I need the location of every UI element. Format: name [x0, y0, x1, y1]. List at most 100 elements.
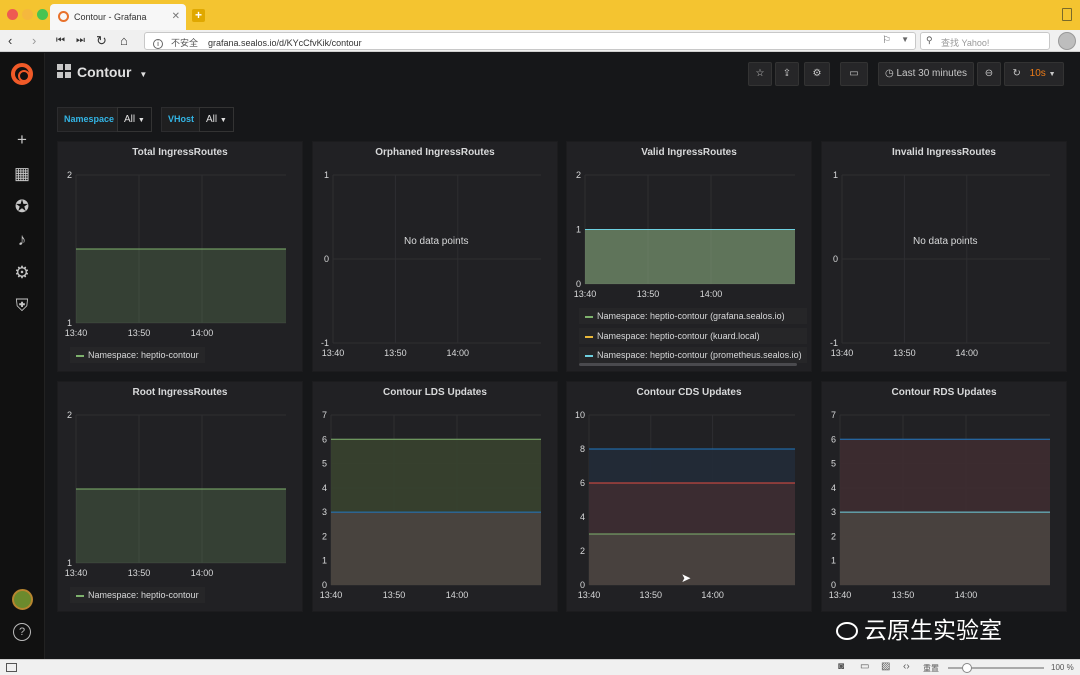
invalid-ingressroutes-chart: -1 0 1 13:40 13:50 14:00 [830, 170, 1050, 358]
image-icon[interactable]: ▨ [881, 661, 891, 672]
y-tick-label: 0 [833, 254, 838, 264]
profile-avatar[interactable] [1058, 32, 1076, 50]
legend-swatch [76, 595, 84, 597]
panel-title[interactable]: Total IngressRoutes [132, 147, 228, 158]
info-icon[interactable]: i [153, 39, 163, 49]
x-tick-label: 13:50 [383, 590, 406, 600]
dashboard-title[interactable]: Contour ▼ [57, 64, 147, 84]
forward-icon[interactable]: › [32, 33, 37, 48]
create-plus-icon[interactable]: + [17, 130, 27, 149]
x-tick-label: 13:40 [65, 568, 88, 578]
time-picker-button[interactable]: ◷ Last 30 minutes [878, 62, 974, 86]
panel-title[interactable]: Orphaned IngressRoutes [375, 147, 495, 158]
settings-button[interactable]: ⚙ [804, 62, 830, 86]
legend-item[interactable]: Namespace: heptio-contour (kuard.local) [579, 328, 807, 344]
trash-icon[interactable] [1062, 8, 1072, 21]
side-menu: + ▦ ✪ ♪ ⚙ ⛨ ? [0, 53, 45, 659]
variable-vhost-select[interactable]: All ▼ [199, 107, 234, 132]
panel-orphaned-ingressroutes[interactable]: Orphaned IngressRoutes -1 0 1 13:40 13:50 14:… [312, 141, 558, 372]
url-text: grafana.sealos.io/d/KYcCfvKik/contour [208, 38, 362, 48]
legend-item[interactable]: Namespace: heptio-contour (grafana.sealo… [579, 308, 807, 324]
dashboard-title-text: Contour [77, 64, 132, 80]
panel-title[interactable]: Invalid IngressRoutes [892, 147, 996, 158]
legend-item[interactable]: Namespace: heptio-contour [70, 347, 205, 363]
caret-down-icon: ▼ [219, 117, 227, 124]
x-tick-label: 13:40 [831, 348, 854, 358]
address-bar[interactable]: i 不安全 grafana.sealos.io/d/KYcCfvKik/contou… [144, 32, 916, 50]
zoom-reset-label[interactable]: 重置 [923, 664, 939, 673]
y-tick-label: -1 [321, 338, 329, 348]
share-button[interactable]: ⇪ [775, 62, 799, 86]
panel-invalid-ingressroutes[interactable]: Invalid IngressRoutes -1 0 1 13:40 13:50 14:0… [821, 141, 1067, 372]
alerting-bell-icon[interactable]: ♪ [17, 230, 27, 249]
watermark-text: 云原生实验室 [864, 618, 1002, 644]
dashboards-icon[interactable]: ▦ [13, 164, 31, 183]
search-input[interactable]: ⚲ 查找 Yahoo! [920, 32, 1050, 50]
panel-title[interactable]: Contour LDS Updates [383, 387, 487, 398]
x-tick-label: 13:40 [829, 590, 852, 600]
zoom-slider-handle[interactable] [962, 663, 972, 673]
panel-contour-cds-updates[interactable]: Contour CDS Updates 0 2 4 6 8 10 13:40 13:50 14:… [566, 381, 812, 612]
variable-namespace-select[interactable]: All ▼ [117, 107, 152, 132]
close-window-button[interactable] [7, 9, 18, 20]
y-tick-label: 0 [580, 580, 585, 590]
y-tick-label: 10 [575, 410, 585, 420]
panel-title[interactable]: Valid IngressRoutes [641, 147, 737, 158]
panel-total-ingressroutes[interactable]: Total IngressRoutes 1 2 13:40 13:50 14:00 Na… [57, 141, 303, 372]
explore-compass-icon[interactable]: ✪ [14, 197, 30, 216]
home-icon[interactable]: ⌂ [120, 33, 128, 48]
browser-navbar: ‹ › ⏮ ⏭ ↻ ⌂ i 不安全 grafana.sealos.io/d/KYcC… [0, 30, 1080, 52]
sidebar-toggle-icon[interactable] [6, 663, 17, 672]
window-icon[interactable]: ▭ [860, 661, 870, 672]
panel-valid-ingressroutes[interactable]: Valid IngressRoutes 0 1 2 13:40 13:50 14:00 N… [566, 141, 812, 372]
legend-label: Namespace: heptio-contour (grafana.sealo… [597, 311, 785, 321]
y-tick-label: 1 [67, 558, 72, 568]
y-tick-label: 3 [322, 507, 327, 517]
zoom-slider[interactable] [948, 663, 1044, 673]
reload-icon[interactable]: ↻ [96, 33, 107, 48]
maximize-window-button[interactable] [37, 9, 48, 20]
legend-label: Namespace: heptio-contour [88, 350, 199, 360]
search-icon: ⚲ [926, 35, 933, 45]
x-tick-label: 14:00 [701, 590, 724, 600]
skip-back-icon[interactable]: ⏮ [56, 35, 65, 46]
series-area [840, 512, 1050, 585]
panel-title[interactable]: Root IngressRoutes [132, 387, 228, 398]
skip-forward-icon[interactable]: ⏭ [76, 35, 85, 46]
refresh-button[interactable]: ↻ 10s ▼ [1004, 62, 1064, 86]
legend-item[interactable]: Namespace: heptio-contour (prometheus.se… [579, 347, 807, 363]
legend-label: Namespace: heptio-contour (kuard.local) [597, 331, 760, 341]
bookmark-icon[interactable]: ⚐ [882, 35, 891, 46]
y-tick-label: 1 [324, 170, 329, 180]
y-tick-label: 6 [580, 478, 585, 488]
panel-root-ingressroutes[interactable]: Root IngressRoutes 1 2 13:40 13:50 14:00 Nam… [57, 381, 303, 612]
y-tick-label: 1 [67, 318, 72, 328]
chevron-down-icon: ▼ [1048, 71, 1056, 78]
new-tab-button[interactable]: + [192, 9, 205, 22]
panel-contour-lds-updates[interactable]: Contour LDS Updates 0 1 2 3 4 5 6 7 13:40 13:50 14… [312, 381, 558, 612]
camera-icon[interactable]: ◙ [838, 661, 845, 672]
panel-title[interactable]: Contour CDS Updates [636, 387, 742, 398]
zoom-out-button[interactable]: ⊖ [977, 62, 1001, 86]
y-tick-label: 4 [831, 483, 836, 493]
rds-updates-chart: 0 1 2 3 4 5 6 7 13:40 13:50 14:00 [829, 410, 1050, 600]
legend-scrollbar[interactable] [579, 363, 797, 366]
back-icon[interactable]: ‹ [8, 33, 13, 48]
y-tick-label: 2 [67, 410, 72, 420]
configuration-gear-icon[interactable]: ⚙ [14, 263, 30, 282]
server-admin-shield-icon[interactable]: ⛨ [15, 296, 29, 315]
user-avatar[interactable] [12, 589, 33, 610]
panel-title[interactable]: Contour RDS Updates [891, 387, 997, 398]
series-area [585, 229, 795, 284]
panel-contour-rds-updates[interactable]: Contour RDS Updates 0 1 2 3 4 5 6 7 13:40 13:50 14… [821, 381, 1067, 612]
help-icon[interactable]: ? [13, 623, 31, 641]
tv-mode-button[interactable]: ▭ [840, 62, 868, 86]
star-button[interactable]: ☆ [748, 62, 772, 86]
browser-tab[interactable]: Contour - Grafana ✕ [50, 4, 186, 30]
code-icon[interactable]: ‹› [903, 661, 910, 672]
legend-item[interactable]: Namespace: heptio-contour [70, 587, 205, 603]
grafana-logo-icon[interactable] [11, 63, 33, 85]
tab-close-icon[interactable]: ✕ [171, 11, 180, 22]
url-dropdown-icon[interactable]: ▼ [901, 35, 909, 44]
minimize-window-button[interactable] [22, 9, 33, 20]
